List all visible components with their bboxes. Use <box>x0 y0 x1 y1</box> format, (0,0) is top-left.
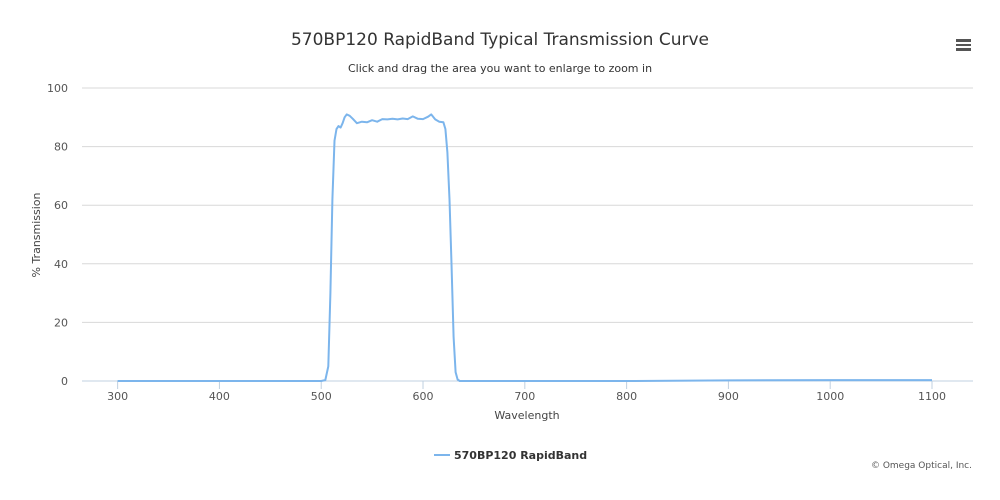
y-tick-label: 100 <box>47 82 68 95</box>
axes: 0 20 40 60 80 100 300 400 500 600 700 800 900 1000 110… <box>47 82 973 403</box>
x-tick-label: 800 <box>616 390 637 403</box>
menu-bar-middle <box>955 43 971 46</box>
x-tick-label: 1000 <box>816 390 844 403</box>
x-tick-label: 600 <box>413 390 434 403</box>
series-line-0[interactable] <box>117 113 932 382</box>
chart-subtitle: Click and drag the area you want to enla… <box>347 62 653 75</box>
chart-title: 570BP120 RapidBand Typical Transmission … <box>290 30 709 50</box>
grid-lines <box>82 87 973 323</box>
x-axis-title: Wavelength <box>494 409 559 422</box>
menu-bar-bottom <box>955 48 971 51</box>
series-layer <box>117 113 932 382</box>
y-tick-label: 0 <box>61 375 68 388</box>
x-tick-label: 1100 <box>918 390 946 403</box>
y-tick-label: 60 <box>54 199 68 212</box>
legend-series-label[interactable]: 570BP120 RapidBand <box>454 449 587 462</box>
x-tick-label: 500 <box>311 390 332 403</box>
y-tick-label: 80 <box>54 141 68 154</box>
x-tick-label: 300 <box>107 390 128 403</box>
x-tick-label: 400 <box>209 390 230 403</box>
y-tick-label: 40 <box>54 258 68 271</box>
legend[interactable]: 570BP120 RapidBand <box>434 449 587 462</box>
hamburger-menu-icon[interactable] <box>951 36 975 56</box>
y-tick-label: 20 <box>54 316 68 329</box>
credits-text[interactable]: © Omega Optical, Inc. <box>870 461 972 471</box>
y-axis-title: % Transmission <box>30 192 43 277</box>
x-tick-label: 900 <box>718 390 739 403</box>
x-tick-label: 700 <box>514 390 535 403</box>
menu-bar-top <box>955 39 971 42</box>
